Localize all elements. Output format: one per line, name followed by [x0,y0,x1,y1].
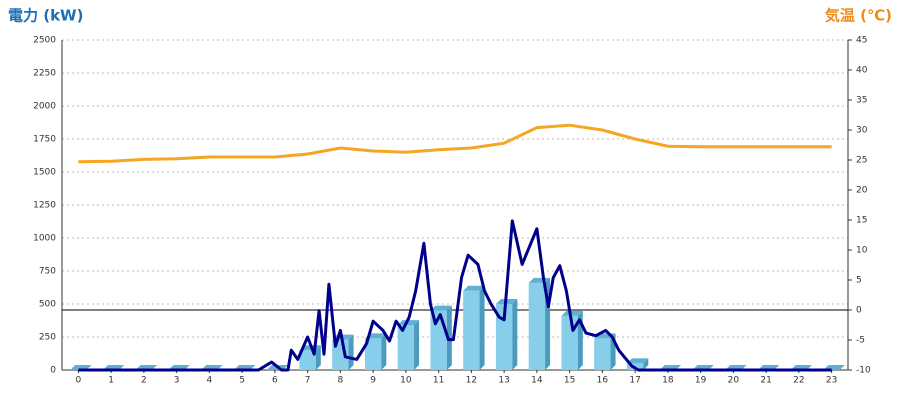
y2-tick-label: 10 [856,246,868,256]
y-tick-label: 1750 [33,135,56,145]
bar-side [348,334,354,370]
y2-tick-label: 40 [856,66,868,76]
bar-side [643,358,649,370]
y2-title: 気温 (℃) [825,7,892,25]
x-tick-label: 8 [338,376,344,386]
y-title: 電力 (kW) [8,7,83,25]
y2-tick-label: 25 [856,156,867,166]
x-tick-label: 20 [728,376,740,386]
y-tick-label: 1000 [33,234,56,244]
bar-top [463,285,485,291]
bar-side [381,333,387,370]
x-tick-label: 2 [141,376,147,386]
x-tick-label: 13 [498,376,509,386]
x-tick-label: 19 [695,376,707,386]
bar-top [561,310,583,316]
x-tick-label: 16 [597,376,609,386]
bar-side [512,299,518,370]
power-line [78,219,832,372]
x-tick-label: 12 [466,376,477,386]
bar [463,290,480,370]
x-tick-label: 21 [760,376,771,386]
bar [594,338,611,370]
y-tick-label: 1250 [33,201,56,211]
y-tick-label: 750 [39,267,56,277]
bar-side [414,320,420,370]
y2-tick-label: 30 [856,126,868,136]
x-tick-label: 15 [564,376,575,386]
x-tick-label: 11 [433,376,444,386]
y2-tick-label: 35 [856,96,867,106]
y2-tick-label: 0 [856,306,862,316]
x-tick-label: 4 [207,376,213,386]
x-tick-label: 5 [239,376,245,386]
bar [528,282,546,370]
y2-tick-label: -10 [856,366,871,376]
bar [299,350,316,370]
bar [364,338,382,370]
x-tick-label: 1 [108,376,114,386]
bar-top [626,358,649,364]
y-tick-label: 2000 [33,102,56,112]
bar-side [315,345,321,370]
y2-tick-label: 15 [856,216,867,226]
x-tick-label: 3 [174,376,180,386]
y2-tick-label: -5 [856,336,865,346]
bar [495,304,513,370]
x-tick-label: 17 [629,376,640,386]
y-tick-label: 250 [39,333,56,343]
bar-top [397,320,420,326]
y-tick-label: 0 [50,366,56,376]
x-tick-label: 7 [305,376,311,386]
bar-top [430,305,452,311]
y-tick-label: 1500 [33,168,56,178]
x-tick-label: 10 [400,376,412,386]
x-tick-label: 22 [793,376,804,386]
y2-tick-label: 45 [856,36,867,46]
x-tick-label: 9 [370,376,376,386]
y-tick-label: 2250 [33,69,56,79]
y2-tick-label: 5 [856,276,862,286]
y2-tick-label: 20 [856,186,868,196]
bar [397,325,415,370]
x-tick-label: 0 [76,376,82,386]
x-tick-label: 18 [662,376,674,386]
temperature-line [78,123,832,164]
bar-side [479,285,485,370]
y-tick-label: 500 [39,300,56,310]
x-tick-label: 6 [272,376,278,386]
x-tick-label: 14 [531,376,543,386]
y-tick-label: 2500 [33,36,56,46]
x-tick-label: 23 [826,376,837,386]
